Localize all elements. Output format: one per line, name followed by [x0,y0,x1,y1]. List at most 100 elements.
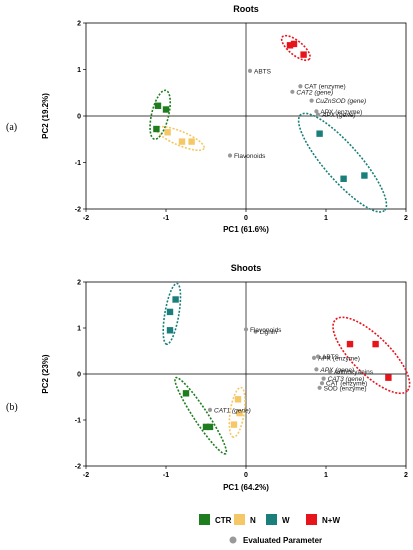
parameter-label: ABTS [254,68,272,75]
parameter-label: ABTS [322,354,340,361]
x-axis-label: PC1 (64.2%) [223,483,269,492]
legend-parameter-label: Evaluated Parameter [243,536,322,545]
x-tick-label: 0 [244,215,248,222]
y-tick-label: -1 [75,418,81,425]
parameter-dot [247,68,253,73]
data-point-n [236,409,243,417]
y-tick-label: -2 [75,207,81,214]
data-point-n [234,396,242,403]
group-ellipse-n [228,386,246,438]
parameter-dot [227,153,233,158]
parameter-dot [327,369,333,374]
x-tick-label: 0 [244,472,248,479]
parameter-dot [207,407,213,412]
parameter-label: CuZnSOD (gene) [316,98,367,105]
data-point-ctr [202,423,210,431]
parameter-dot [243,327,249,332]
parameter-label: Flavonoids [234,153,266,160]
x-tick-label: -1 [163,472,169,479]
data-point-n [164,129,171,136]
data-point-w [172,296,179,303]
data-point-w [361,172,368,179]
y-tick-label: 2 [77,21,81,28]
parameter-dot [315,354,321,359]
data-point-n [230,421,238,428]
group-ellipse-nplusw [280,34,311,62]
parameter-dot [309,98,314,103]
parameter-label: Anthocyanins [334,369,374,376]
y-tick-label: -1 [75,160,81,167]
parameter-label: CAT (enzyme) [304,84,345,91]
data-point-n [178,138,186,145]
parameter-dot [253,329,258,334]
legend-label: N+W [322,516,340,525]
parameter-dot [298,84,303,89]
parameter-label: SOD (enzyme) [324,385,367,392]
parameter-dot [314,109,319,114]
legend-parameter-dot [229,536,237,544]
legend: CTR N W N+W Evaluated Parameter [199,514,340,545]
parameter-label: CAT1 (gene) [214,407,251,414]
x-tick-label: 1 [324,215,328,222]
x-axis-label: PC1 (61.6%) [223,225,269,234]
data-point-w [166,327,174,334]
parameter-dot [317,385,322,390]
data-point-w [316,130,323,137]
x-tick-label: -2 [83,472,89,479]
panel-label: (b) [6,402,18,413]
data-point-w [340,175,347,182]
parameter-label: APX (gene) [319,367,354,374]
group-ellipse-w [297,112,388,213]
roots-panel: Roots (a) -2 -1 0 1 2 -2 -1 0 1 2 PC1 (61.6%) PC2 (19… [6,4,408,234]
data-point-nplusw [290,40,298,48]
parameter-dot [321,376,326,381]
parameter-label: CAT (enzyme) [326,381,367,388]
data-point-nplusw [385,374,392,381]
x-tick-label: 1 [324,472,328,479]
data-point-n [188,138,195,145]
legend-swatch-w [266,514,277,525]
data-point-ctr [206,423,214,431]
y-tick-label: 1 [77,67,81,74]
parameter-label: APX (gene) [321,112,356,119]
parameter-dot [290,89,295,94]
parameter-label: CAT3 (gene) [328,376,365,383]
legend-swatch-nplusw [306,514,317,525]
legend-label: CTR [215,516,232,525]
panel-label: (a) [6,122,17,133]
parameter-label: APX (enzyme) [318,355,360,362]
data-point-ctr [154,102,162,109]
y-tick-label: 2 [77,280,81,287]
parameter-label: CAT2 (gene) [296,89,333,96]
data-point-nplusw [372,340,379,348]
x-tick-label: 2 [404,472,408,479]
y-tick-label: 0 [77,372,81,379]
x-tick-label: -2 [83,215,89,222]
legend-swatch-ctr [199,514,210,525]
data-point-ctr [153,125,160,133]
group-ellipse-nplusw [332,316,411,395]
data-point-nplusw [346,340,354,348]
parameter-label: APX (enzyme) [320,109,362,116]
y-axis-label: PC2 (19.2%) [41,93,50,139]
data-point-nplusw [300,51,307,58]
data-point-ctr [182,390,190,397]
x-tick-label: 2 [404,215,408,222]
y-axis-label: PC2 (23%) [41,354,50,393]
y-tick-label: -2 [75,464,81,471]
group-ellipse-ctr [149,89,172,141]
chart-title: Roots [233,4,259,14]
parameter-dot [314,367,319,372]
data-point-ctr [162,106,170,113]
legend-label: N [250,516,256,525]
data-point-nplusw [286,42,294,49]
data-point-w [166,308,174,316]
shoots-panel: Shoots (b) -2 -1 0 1 2 -2 -1 0 1 2 PC1 (64.2%) PC2 (2… [6,263,411,492]
y-tick-label: 0 [77,114,81,121]
legend-label: W [282,516,290,525]
legend-swatch-n [234,514,245,525]
group-ellipse-w [162,282,182,346]
parameter-dot [311,355,317,360]
parameter-dot [315,112,321,117]
